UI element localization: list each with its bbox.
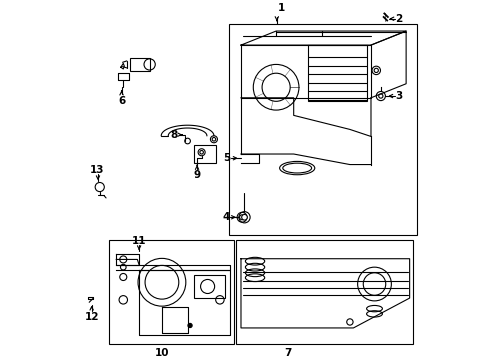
Text: 9: 9 bbox=[193, 170, 200, 180]
Bar bbox=[130, 58, 149, 71]
Circle shape bbox=[241, 215, 247, 220]
Text: 13: 13 bbox=[89, 165, 104, 175]
Circle shape bbox=[239, 215, 244, 220]
Text: 1: 1 bbox=[277, 3, 285, 13]
Circle shape bbox=[378, 94, 382, 98]
Text: 7: 7 bbox=[284, 348, 291, 358]
Text: 4: 4 bbox=[222, 212, 229, 222]
Text: 3: 3 bbox=[395, 91, 402, 101]
Text: 12: 12 bbox=[84, 312, 99, 322]
Circle shape bbox=[200, 150, 203, 154]
Circle shape bbox=[212, 138, 215, 141]
Bar bbox=[228, 24, 416, 235]
Text: 11: 11 bbox=[132, 236, 146, 246]
Circle shape bbox=[187, 323, 192, 328]
Text: 2: 2 bbox=[395, 14, 402, 24]
Text: 10: 10 bbox=[154, 348, 169, 358]
Text: 6: 6 bbox=[118, 96, 125, 106]
Bar bbox=[307, 45, 366, 101]
Bar bbox=[235, 240, 412, 344]
Text: 8: 8 bbox=[170, 130, 177, 140]
Circle shape bbox=[373, 68, 378, 72]
Bar bbox=[193, 145, 216, 163]
Bar bbox=[109, 240, 233, 344]
Text: 5: 5 bbox=[223, 153, 230, 162]
Bar bbox=[193, 275, 224, 298]
